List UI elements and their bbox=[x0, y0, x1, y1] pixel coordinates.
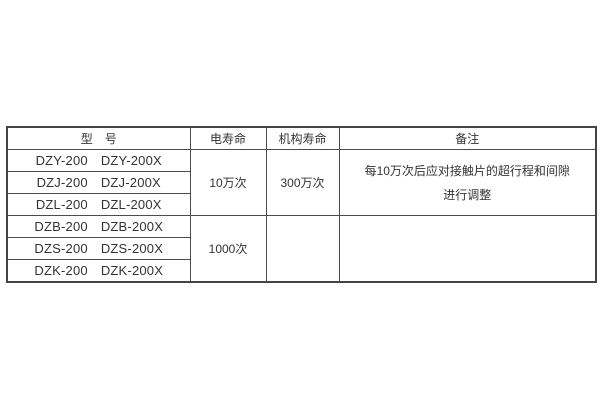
table-row: DZB-200 DZB-200X 1000次 bbox=[6, 215, 597, 283]
model-name-left: DZB-200 bbox=[34, 219, 88, 234]
model-cell: DZY-200 DZY-200X bbox=[6, 149, 191, 172]
model-name-right: DZY-200X bbox=[100, 153, 162, 168]
model-name-left: DZS-200 bbox=[34, 241, 88, 256]
mechanical-life-cell: 300万次 bbox=[265, 149, 340, 216]
table-row: DZK-200 DZK-200X bbox=[6, 259, 596, 283]
remark-line-2: 进行调整 bbox=[443, 187, 492, 202]
header-cell-mechanical-life: 机构寿命 bbox=[265, 126, 340, 150]
model-name-right: DZL-200X bbox=[100, 197, 162, 212]
header-cell-electrical-life: 电寿命 bbox=[189, 126, 267, 150]
header-cell-model: 型 号 bbox=[6, 126, 191, 150]
model-name-left: DZL-200 bbox=[35, 197, 88, 212]
model-pair: DZJ-200 DZJ-200X bbox=[8, 175, 189, 190]
model-cell: DZS-200 DZS-200X bbox=[6, 237, 191, 260]
model-pair: DZB-200 DZB-200X bbox=[8, 219, 189, 234]
model-name-left: DZJ-200 bbox=[36, 175, 88, 190]
table-row: DZL-200 DZL-200X bbox=[6, 193, 596, 216]
model-name-right: DZJ-200X bbox=[100, 175, 161, 190]
table-row: DZS-200 DZS-200X bbox=[6, 237, 596, 260]
model-cell: DZB-200 DZB-200X bbox=[6, 215, 191, 238]
electrical-life-cell: 10万次 bbox=[189, 149, 267, 216]
remark-cell: 每10万次后应对接触片的超行程和间隙 进行调整 bbox=[338, 149, 597, 216]
model-pair: DZL-200 DZL-200X bbox=[8, 197, 189, 212]
mechanical-life-cell bbox=[265, 215, 340, 283]
model-cell: DZJ-200 DZJ-200X bbox=[6, 171, 191, 194]
model-name-right: DZS-200X bbox=[100, 241, 164, 256]
header-cell-remarks: 备注 bbox=[338, 126, 597, 150]
table-header-row: 型 号 电寿命 机构寿命 备注 bbox=[6, 126, 597, 150]
spec-table: 型 号 电寿命 机构寿命 备注 DZY-200 DZY-200X 10万次 30… bbox=[6, 126, 597, 283]
model-name-right: DZB-200X bbox=[100, 219, 164, 234]
model-pair: DZS-200 DZS-200X bbox=[8, 241, 189, 256]
model-name-left: DZY-200 bbox=[35, 153, 88, 168]
table-row: DZJ-200 DZJ-200X bbox=[6, 171, 596, 194]
table-row: DZY-200 DZY-200X 10万次 300万次 每10万次后应对接触片的… bbox=[6, 149, 597, 216]
model-name-right: DZK-200X bbox=[100, 263, 164, 278]
model-cell: DZL-200 DZL-200X bbox=[6, 193, 191, 216]
model-pair: DZK-200 DZK-200X bbox=[8, 263, 189, 278]
model-name-left: DZK-200 bbox=[34, 263, 88, 278]
model-pair: DZY-200 DZY-200X bbox=[8, 153, 189, 168]
remark-cell bbox=[338, 215, 597, 283]
electrical-life-cell: 1000次 bbox=[189, 215, 267, 283]
remark-line-1: 每10万次后应对接触片的超行程和间隙 bbox=[364, 163, 570, 178]
model-cell: DZK-200 DZK-200X bbox=[6, 259, 191, 283]
